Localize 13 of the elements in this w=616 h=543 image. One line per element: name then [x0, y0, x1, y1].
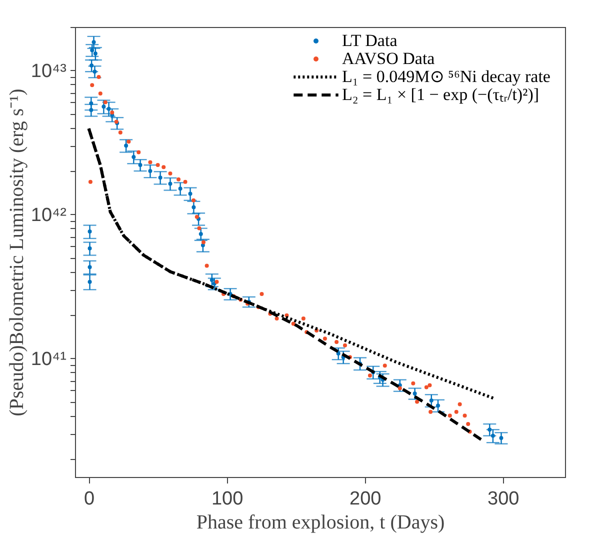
y-tick-label: 10⁴²: [30, 204, 66, 226]
y-tick-label: 10⁴¹: [30, 348, 66, 370]
legend-label: AAVSO Data: [342, 49, 436, 68]
legend-label: L₂ = L₁ × [1 − exp (−(τₜᵣ/t)²)]: [342, 85, 540, 104]
x-tick-label: 200: [350, 488, 382, 510]
y-axis-title: (Pseudo)Bolometric Luminosity (erg s⁻¹): [6, 88, 28, 416]
x-tick-label: 0: [84, 488, 95, 510]
x-tick-label: 300: [488, 488, 520, 510]
x-axis-title: Phase from explosion, t (Days): [196, 512, 445, 534]
x-tick-label: 100: [211, 488, 244, 510]
y-tick-label: 10⁴³: [30, 60, 66, 82]
legend-label: L₁ = 0.049M⊙ ⁵⁶Ni decay rate: [342, 67, 550, 86]
legend-label: LT Data: [342, 31, 398, 50]
